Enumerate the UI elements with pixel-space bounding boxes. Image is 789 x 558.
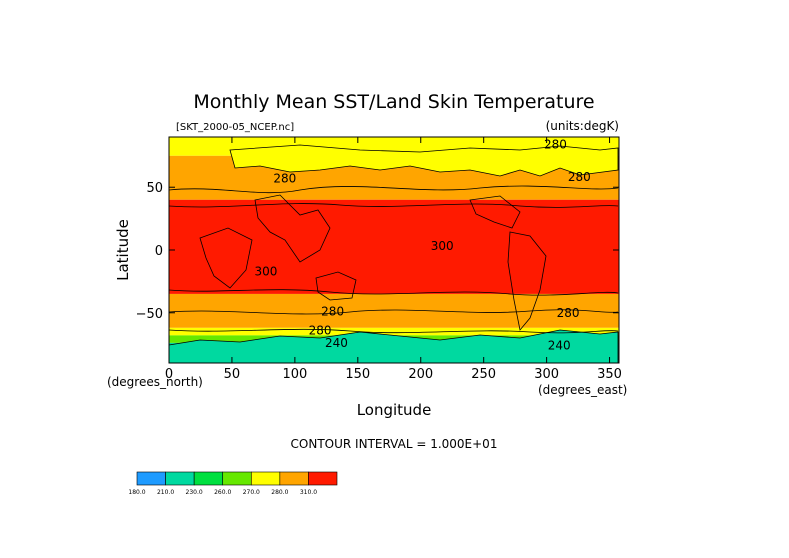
contour-line-2 bbox=[168, 289, 619, 296]
x-tick-label-4: 200 bbox=[408, 367, 433, 382]
colorbar-tick-6: 310.0 bbox=[300, 489, 317, 496]
colorbar-tick-2: 230.0 bbox=[186, 489, 203, 496]
contour-line-0 bbox=[168, 185, 619, 194]
contour-label-8: 240 bbox=[325, 336, 348, 350]
colorbar-tick-1: 210.0 bbox=[157, 489, 174, 496]
units-label: (units:degK) bbox=[546, 119, 619, 133]
x-tick-label-0: 0 bbox=[165, 367, 173, 382]
colorbar: 180.0 210.0 230.0 260.0 270.0 280.0 310.0 bbox=[128, 471, 338, 496]
contour-line-4 bbox=[168, 328, 619, 334]
colorbar-tick-5: 280.0 bbox=[271, 489, 288, 496]
contour-label-3: 300 bbox=[431, 239, 454, 253]
colorbar-tick-3: 260.0 bbox=[214, 489, 231, 496]
contour-line-7 bbox=[315, 271, 357, 301]
contour-interval-label: CONTOUR INTERVAL = 1.000E+01 bbox=[291, 437, 498, 451]
colorbar-swatch-4 bbox=[250, 471, 281, 486]
x-tick-label-2: 100 bbox=[282, 367, 307, 382]
temperature-band-3 bbox=[169, 293, 619, 328]
x-tick-label-1: 50 bbox=[224, 367, 241, 382]
y-axis: −50 0 50 bbox=[136, 181, 619, 322]
colorbar-swatch-2 bbox=[193, 471, 224, 486]
file-name-label: [SKT_2000-05_NCEP.nc] bbox=[176, 122, 294, 133]
contour-label-6: 280 bbox=[557, 306, 580, 320]
colorbar-tick-4: 270.0 bbox=[243, 489, 260, 496]
contour-line-8 bbox=[469, 195, 521, 229]
colorbar-swatch-1 bbox=[165, 471, 195, 486]
y-tick-label-1: 0 bbox=[155, 244, 163, 259]
contour-label-4: 300 bbox=[254, 264, 277, 278]
contour-label-7: 280 bbox=[309, 323, 332, 337]
contour-line-9 bbox=[507, 231, 547, 331]
temperature-band-2 bbox=[169, 199, 619, 294]
polar-region-1 bbox=[168, 329, 619, 364]
contour-line-1 bbox=[168, 203, 619, 208]
y-tick-label-2: 50 bbox=[146, 181, 163, 196]
colorbar-swatch-6 bbox=[308, 471, 338, 486]
contour-line-5 bbox=[254, 194, 331, 263]
chart-title: Monthly Mean SST/Land Skin Temperature bbox=[193, 91, 594, 113]
x-axis: 0 50 100 150 200 250 300 350 bbox=[165, 137, 622, 382]
contour-label-1: 280 bbox=[568, 170, 591, 184]
colorbar-swatch-3 bbox=[222, 471, 252, 486]
x-tick-label-6: 300 bbox=[534, 367, 559, 382]
y-units-label: (degrees_north) bbox=[107, 375, 203, 389]
contour-line-3 bbox=[168, 309, 619, 315]
contour-label-9: 240 bbox=[548, 338, 571, 352]
contour-line-6 bbox=[199, 227, 253, 289]
y-tick-label-0: −50 bbox=[136, 307, 163, 322]
x-tick-label-7: 350 bbox=[597, 367, 622, 382]
x-tick-label-3: 150 bbox=[345, 367, 370, 382]
polar-region-0 bbox=[229, 144, 619, 177]
y-axis-label: Latitude bbox=[114, 219, 132, 281]
colorbar-swatch-5 bbox=[279, 471, 309, 486]
contour-label-2: 280 bbox=[273, 171, 296, 185]
x-tick-label-5: 250 bbox=[471, 367, 496, 382]
temperature-band-4 bbox=[169, 327, 619, 336]
x-units-label: (degrees_east) bbox=[538, 383, 627, 397]
colorbar-swatch-0 bbox=[136, 471, 166, 486]
colorbar-tick-0: 180.0 bbox=[128, 489, 145, 496]
plot-detail bbox=[168, 144, 619, 364]
contour-label-0: 280 bbox=[544, 138, 567, 152]
contour-label-5: 280 bbox=[321, 305, 344, 319]
x-axis-label: Longitude bbox=[357, 401, 432, 419]
